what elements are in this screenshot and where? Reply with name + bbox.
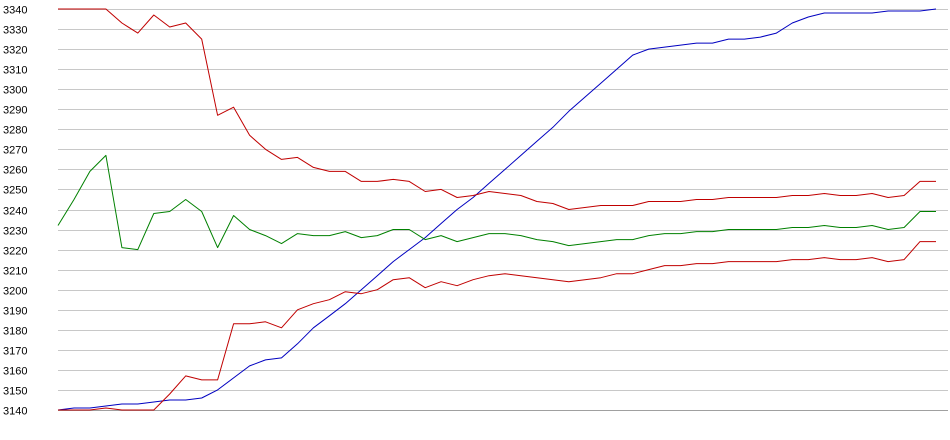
gridlines <box>58 9 948 411</box>
series-line-3 <box>57 154 936 251</box>
y-tick-label: 3220 <box>3 246 27 258</box>
y-tick-label: 3140 <box>3 406 27 418</box>
series-line-4 <box>58 241 936 411</box>
y-tick-label: 3190 <box>3 306 27 318</box>
series-line-2 <box>58 8 936 210</box>
y-tick-label: 3290 <box>3 105 27 117</box>
series-lines <box>57 8 937 411</box>
y-tick-label: 3250 <box>3 185 27 197</box>
y-tick-label: 3320 <box>3 45 27 57</box>
y-tick-label: 3300 <box>3 85 27 97</box>
y-tick-label: 3280 <box>3 125 27 137</box>
y-tick-label: 3310 <box>3 65 27 77</box>
y-tick-label: 3270 <box>3 145 27 157</box>
y-tick-label: 3230 <box>3 226 27 238</box>
y-tick-label: 3330 <box>3 25 27 37</box>
y-axis-tick-labels: 3140 3150 3160 3170 3180 3190 3200 3210 3220 3230… <box>3 5 27 418</box>
y-tick-label: 3160 <box>3 366 27 378</box>
y-tick-label: 3260 <box>3 165 27 177</box>
y-tick-label: 3180 <box>3 326 27 338</box>
y-tick-label: 3150 <box>3 386 27 398</box>
y-tick-label: 3240 <box>3 206 27 218</box>
y-tick-label: 3170 <box>3 346 27 358</box>
series-line-1 <box>57 8 937 411</box>
y-tick-label: 3210 <box>3 266 27 278</box>
y-tick-label: 3200 <box>3 286 27 298</box>
y-tick-label: 3340 <box>3 5 27 17</box>
